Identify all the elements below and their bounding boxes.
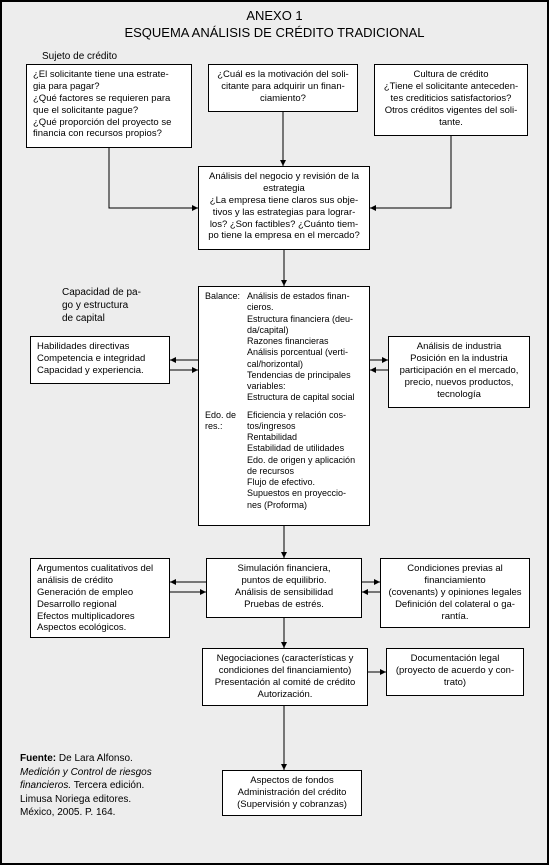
page-frame: ANEXO 1 ESQUEMA ANÁLISIS DE CRÉDITO TRAD… [0,0,549,865]
source-bold: Fuente: [20,753,56,764]
box-negociaciones: Negociaciones (características ycondicio… [202,648,368,706]
header: ANEXO 1 ESQUEMA ANÁLISIS DE CRÉDITO TRAD… [2,2,547,46]
label-sujeto: Sujeto de crédito [42,50,117,63]
balance-key: Balance: [205,291,247,404]
box-cultura-credito: Cultura de crédito¿Tiene el solicitante … [374,64,528,136]
edo-key: Edo. deres.: [205,410,247,511]
box-analisis-industria: Análisis de industriaPosición en la indu… [388,336,530,408]
box-documentacion-legal: Documentación legal(proyecto de acuerdo … [386,648,524,696]
box-motivacion: ¿Cuál es la motivación del soli-citante … [208,64,358,112]
box-habilidades: Habilidades directivasCompetencia e inte… [30,336,170,384]
box-analisis-negocio: Análisis del negocio y revisión de laest… [198,166,370,250]
source-citation: Fuente: De Lara Alfonso.Medición y Contr… [20,752,190,820]
balance-text: Análisis de estados finan-cieros.Estruct… [247,291,363,404]
box-aspectos-fondos: Aspectos de fondosAdministración del cré… [222,770,362,816]
header-line2: ESQUEMA ANÁLISIS DE CRÉDITO TRADICIONAL [2,25,547,42]
box-simulacion: Simulación financiera,puntos de equilibr… [206,558,362,618]
header-line1: ANEXO 1 [2,8,547,25]
edo-text: Eficiencia y relación cos-tos/ingresosRe… [247,410,363,511]
box-balance: Balance: Análisis de estados finan-ciero… [198,286,370,526]
box-solicitante-estrategia: ¿El solicitante tiene una estrate-gia pa… [26,64,192,148]
box-condiciones-previas: Condiciones previas alfinanciamiento(cov… [380,558,530,628]
label-capacidad: Capacidad de pa-go y estructurade capita… [62,286,141,325]
box-argumentos-cualitativos: Argumentos cualitativos delanálisis de c… [30,558,170,638]
